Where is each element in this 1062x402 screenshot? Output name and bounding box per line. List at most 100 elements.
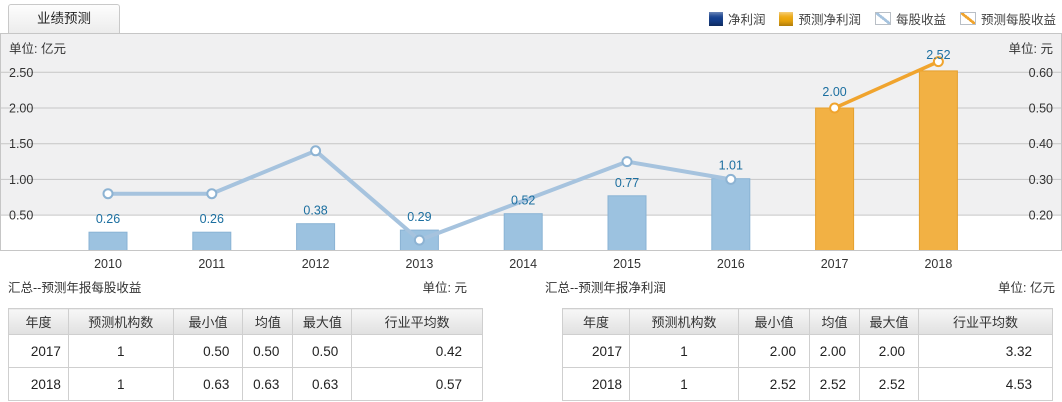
x-axis-label-2018: 2018 bbox=[924, 257, 953, 271]
bar-value-label: 2.52 bbox=[926, 48, 950, 62]
left-axis-tick: 0.50 bbox=[9, 209, 33, 223]
marker-每股收益 bbox=[413, 234, 425, 246]
net-profit-summary-unit: 单位: 亿元 bbox=[998, 281, 1055, 295]
eps-line-swatch-icon bbox=[874, 12, 891, 25]
column-header: 行业平均数 bbox=[351, 308, 483, 335]
x-axis-label-2017: 2017 bbox=[820, 257, 849, 271]
table-row: 2017 1 0.50 0.50 0.50 0.42 bbox=[8, 334, 483, 368]
legend-item-forecast-net-profit[interactable]: 预测净利润 bbox=[779, 9, 861, 28]
net-profit-swatch-icon bbox=[708, 11, 723, 26]
left-axis-tick: 1.50 bbox=[9, 137, 33, 151]
eps-summary-title: 汇总--预测年报每股收益 bbox=[8, 281, 142, 295]
forecast-chart-canvas: 0.26 0.26 0.38 0.29 0.52 0.77 1.01 2.00 2.52 2.50… bbox=[0, 33, 1062, 251]
column-header: 最小值 bbox=[172, 308, 244, 335]
table-row: 2017 1 2.00 2.00 2.00 3.32 bbox=[562, 334, 1053, 368]
bar-净利润-2010 bbox=[88, 231, 128, 251]
legend-label: 净利润 bbox=[727, 13, 766, 27]
bar-净利润-2016 bbox=[711, 178, 751, 251]
column-header: 最大值 bbox=[859, 308, 919, 335]
tab-performance-forecast[interactable]: 业绩预测 bbox=[8, 4, 120, 33]
bar-value-label: 0.26 bbox=[200, 212, 224, 226]
bar-value-label: 0.29 bbox=[407, 210, 431, 224]
x-axis-labels: 2010 2011 2012 2013 2014 2015 2016 2017 2018 bbox=[0, 257, 1062, 273]
table-cell: 2.00 bbox=[738, 334, 810, 368]
chart-legend: 净利润 预测净利润 每股收益 预测每股收益 bbox=[708, 9, 1056, 28]
eps-summary-table: 年度 预测机构数 最小值 均值 最大值 行业平均数 2017 1 0.50 0.50 0.50 0.4… bbox=[8, 308, 483, 401]
bar-预测净利润-2018 bbox=[918, 70, 958, 251]
bar-预测净利润-2017 bbox=[815, 107, 855, 251]
table-cell: 2017 bbox=[562, 334, 630, 368]
right-axis-tick: 0.40 bbox=[1029, 137, 1053, 151]
right-axis-tick: 0.60 bbox=[1029, 66, 1053, 80]
table-cell: 2.52 bbox=[738, 367, 810, 401]
x-axis-label-2015: 2015 bbox=[613, 257, 641, 271]
bar-净利润-2012 bbox=[296, 223, 336, 251]
tab-bar: 业绩预测 净利润 预测净利润 每股收益 预测每股收益 bbox=[0, 0, 1062, 33]
table-cell: 0.50 bbox=[172, 334, 244, 368]
table-header-row: 年度 预测机构数 最小值 均值 最大值 行业平均数 bbox=[562, 308, 1053, 335]
table-row: 2018 1 2.52 2.52 2.52 4.53 bbox=[562, 367, 1053, 401]
marker-每股收益 bbox=[206, 188, 218, 200]
forecast-net-profit-swatch-icon bbox=[779, 11, 794, 26]
eps-summary-unit: 单位: 元 bbox=[422, 281, 467, 295]
right-axis-tick: 0.30 bbox=[1029, 173, 1053, 187]
table-cell: 2.00 bbox=[809, 334, 860, 368]
table-cell: 0.50 bbox=[242, 334, 294, 368]
column-header: 最小值 bbox=[738, 308, 810, 335]
table-cell: 0.63 bbox=[292, 367, 353, 401]
column-header: 年度 bbox=[8, 308, 69, 335]
bar-value-label: 2.00 bbox=[822, 85, 846, 99]
right-axis-unit: 单位: 元 bbox=[1009, 41, 1053, 56]
forecast-eps-line-swatch-icon bbox=[959, 12, 976, 25]
column-header: 行业平均数 bbox=[918, 308, 1053, 335]
x-axis-label-2014: 2014 bbox=[509, 257, 538, 271]
legend-item-eps[interactable]: 每股收益 bbox=[874, 9, 946, 28]
legend-item-net-profit[interactable]: 净利润 bbox=[708, 9, 766, 28]
bar-value-label: 1.01 bbox=[719, 159, 743, 173]
column-header: 最大值 bbox=[292, 308, 353, 335]
eps-summary-section: 汇总--预测年报每股收益 单位: 元 年度 预测机构数 最小值 均值 最大值 行业平均数 2… bbox=[8, 277, 483, 401]
marker-预测每股收益 bbox=[829, 102, 841, 114]
line-预测每股收益 bbox=[832, 59, 941, 110]
bar-value-label: 0.26 bbox=[96, 212, 120, 226]
marker-每股收益 bbox=[621, 156, 633, 168]
table-cell: 1 bbox=[67, 334, 174, 368]
column-header: 预测机构数 bbox=[67, 308, 174, 335]
bar-净利润-2015 bbox=[607, 195, 647, 251]
x-axis-label-2013: 2013 bbox=[405, 257, 434, 271]
table-cell: 1 bbox=[629, 334, 739, 368]
legend-label: 预测净利润 bbox=[798, 13, 861, 27]
table-cell: 4.53 bbox=[918, 367, 1053, 401]
table-cell: 2018 bbox=[8, 367, 69, 401]
net-profit-summary-title: 汇总--预测年报净利润 bbox=[545, 281, 666, 295]
marker-每股收益 bbox=[310, 145, 322, 157]
table-cell: 2.52 bbox=[859, 367, 919, 401]
table-cell: 2017 bbox=[8, 334, 69, 368]
legend-label: 预测每股收益 bbox=[980, 13, 1056, 27]
left-axis-tick: 2.00 bbox=[9, 102, 33, 116]
left-axis-tick: 1.00 bbox=[9, 173, 33, 187]
table-header-row: 年度 预测机构数 最小值 均值 最大值 行业平均数 bbox=[8, 308, 483, 335]
bar-净利润-2011 bbox=[192, 231, 232, 251]
table-cell: 0.50 bbox=[292, 334, 353, 368]
table-cell: 0.63 bbox=[172, 367, 244, 401]
marker-每股收益 bbox=[725, 173, 737, 185]
bar-value-label: 0.52 bbox=[511, 194, 535, 208]
table-cell: 1 bbox=[629, 367, 739, 401]
left-axis-unit: 单位: 亿元 bbox=[9, 41, 66, 56]
forecast-chart: 0.26 0.26 0.38 0.29 0.52 0.77 1.01 2.00 2.52 2.50… bbox=[0, 33, 1062, 251]
section-header: 汇总--预测年报每股收益 单位: 元 bbox=[8, 277, 483, 295]
bar-净利润-2014 bbox=[503, 213, 543, 251]
column-header: 预测机构数 bbox=[629, 308, 739, 335]
table-cell: 1 bbox=[67, 367, 174, 401]
column-header: 年度 bbox=[562, 308, 630, 335]
table-cell: 2.00 bbox=[859, 334, 919, 368]
legend-item-forecast-eps[interactable]: 预测每股收益 bbox=[959, 9, 1056, 28]
left-axis-tick: 2.50 bbox=[9, 66, 33, 80]
table-cell: 2018 bbox=[562, 367, 630, 401]
x-axis-label-2011: 2011 bbox=[198, 257, 226, 271]
column-header: 均值 bbox=[809, 308, 860, 335]
x-axis-label-2016: 2016 bbox=[716, 257, 745, 271]
section-header: 汇总--预测年报净利润 单位: 亿元 bbox=[545, 277, 1055, 295]
table-cell: 3.32 bbox=[918, 334, 1053, 368]
